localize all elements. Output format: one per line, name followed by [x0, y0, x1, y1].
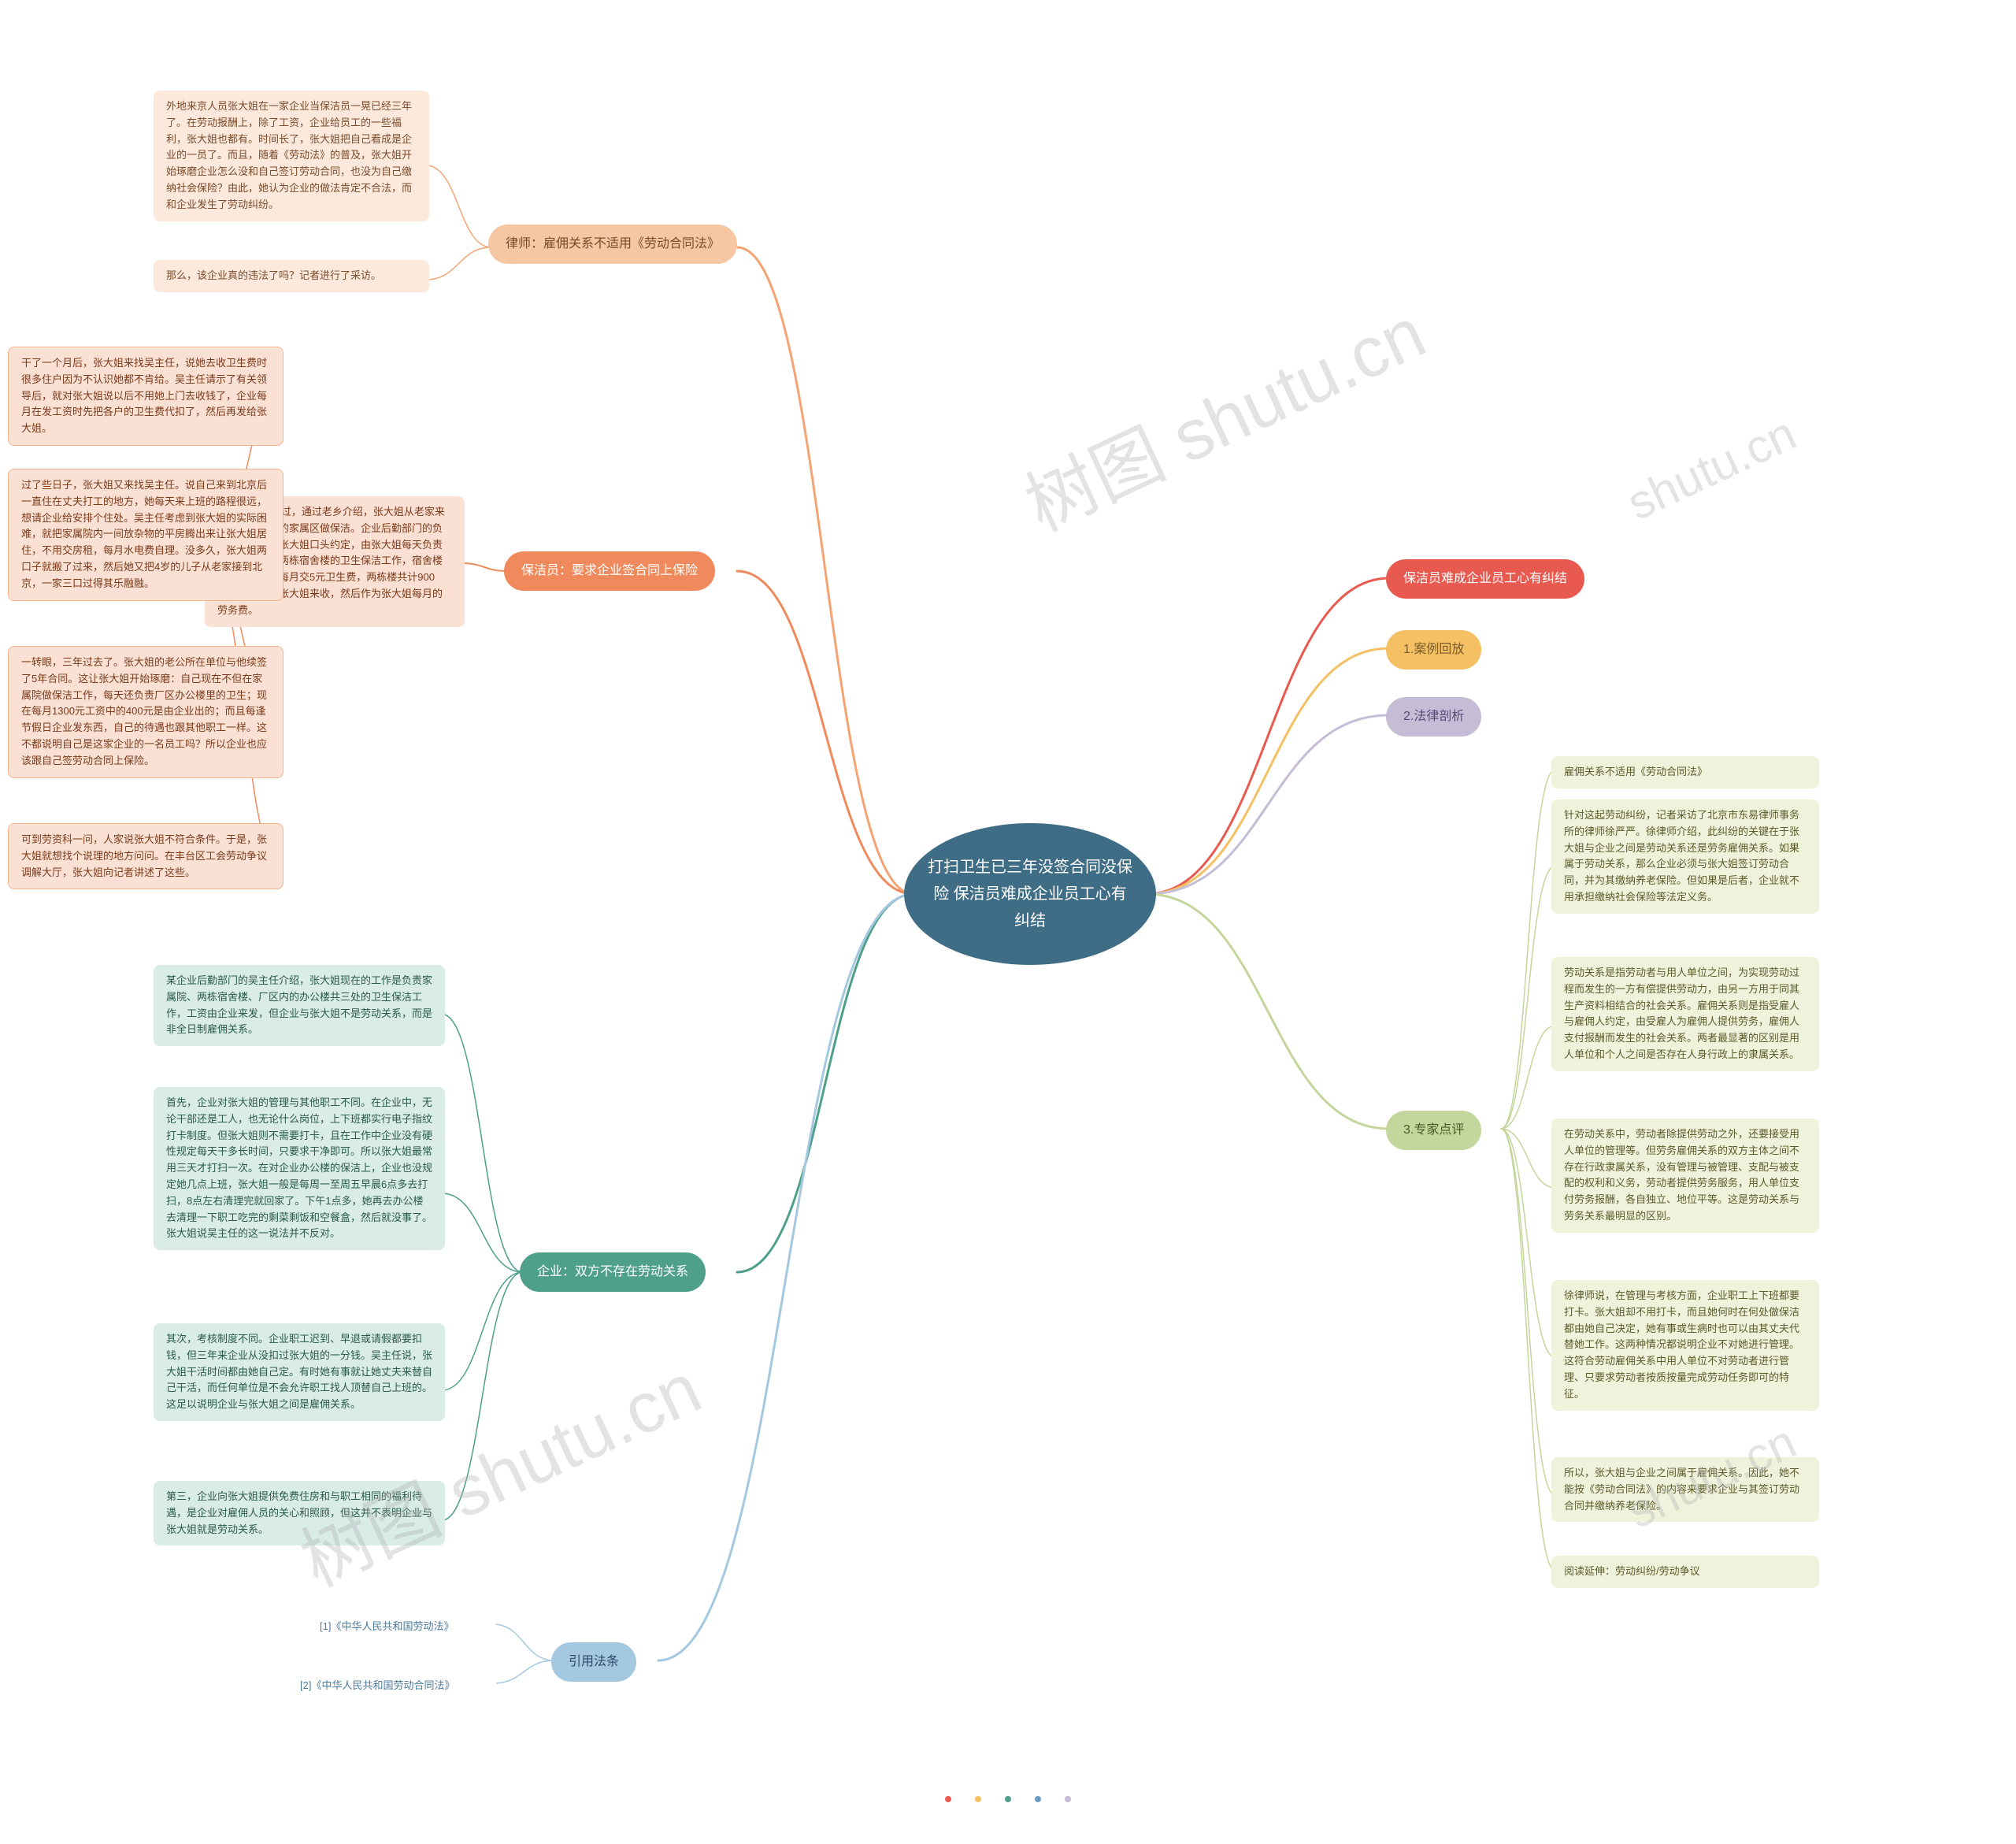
branch-cleaner-leaf-1: 过了些日子，张大姐又来找吴主任。说自己来到北京后一直住在丈夫打工的地方，她每天来…: [8, 469, 284, 601]
branch-r4-leaf-4: 徐律师说，在管理与考核方面，企业职工上下班都要打卡。张大姐却不用打卡，而且她何时…: [1551, 1280, 1819, 1411]
branch-company-leaf-0: 某企业后勤部门的吴主任介绍，张大姐现在的工作是负责家属院、两栋宿舍楼、厂区内的办…: [154, 965, 445, 1046]
branch-cleaner: 保洁员：要求企业签合同上保险: [504, 551, 715, 591]
branch-lawyer-leaf-1: 那么，该企业真的违法了吗？记者进行了采访。: [154, 260, 429, 292]
branch-company-leaf-2: 其次，考核制度不同。企业职工迟到、早退或请假都要扣钱，但三年来企业从没扣过张大姐…: [154, 1323, 445, 1421]
branch-law: 引用法条: [551, 1642, 636, 1682]
watermark: 树图 shutu.cn: [1006, 276, 1439, 551]
footer-dot: [945, 1796, 951, 1802]
branch-lawyer: 律师：雇佣关系不适用《劳动合同法》: [488, 224, 737, 264]
branch-r4-leaf-2: 劳动关系是指劳动者与用人单位之间，为实现劳动过程而发生的一方有偿提供劳动力，由另…: [1551, 957, 1819, 1071]
branch-cleaner-leaf-2: 一转眼，三年过去了。张大姐的老公所在单位与他续签了5年合同。这让张大姐开始琢磨：…: [8, 646, 284, 778]
watermark: shutu.cn: [1619, 406, 1804, 530]
center-node: 打扫卫生已三年没签合同没保险 保洁员难成企业员工心有纠结: [904, 823, 1156, 965]
branch-law-leaf-1: [2]《中华人民共和国劳动合同法》: [287, 1670, 496, 1702]
branch-company-leaf-1: 首先，企业对张大姐的管理与其他职工不同。在企业中，无论干部还是工人，也无论什么岗…: [154, 1087, 445, 1250]
branch-r1: 保洁员难成企业员工心有纠结: [1386, 559, 1584, 599]
footer-dot: [1005, 1796, 1011, 1802]
branch-cleaner-leaf-3: 可到劳资科一问，人家说张大姐不符合条件。于是，张大姐就想找个说理的地方问问。在丰…: [8, 823, 284, 889]
branch-lawyer-leaf-0: 外地来京人员张大姐在一家企业当保洁员一晃已经三年了。在劳动报酬上，除了工资，企业…: [154, 91, 429, 221]
branch-r4-leaf-1: 针对这起劳动纠纷，记者采访了北京市东易律师事务所的律师徐严严。徐律师介绍，此纠纷…: [1551, 800, 1819, 914]
branch-r4-leaf-6: 阅读延伸：劳动纠纷/劳动争议: [1551, 1556, 1819, 1588]
footer-dot: [1065, 1796, 1071, 1802]
footer-dots: [945, 1796, 1071, 1802]
branch-r3: 2.法律剖析: [1386, 697, 1481, 736]
branch-company: 企业：双方不存在劳动关系: [520, 1252, 706, 1292]
branch-r4-leaf-5: 所以，张大姐与企业之间属于雇佣关系。因此，她不能按《劳动合同法》的内容来要求企业…: [1551, 1457, 1819, 1522]
branch-r4-leaf-0: 雇佣关系不适用《劳动合同法》: [1551, 756, 1819, 788]
branch-r2: 1.案例回放: [1386, 630, 1481, 670]
branch-r4: 3.专家点评: [1386, 1111, 1481, 1150]
branch-r4-leaf-3: 在劳动关系中，劳动者除提供劳动之外，还要接受用人单位的管理等。但劳务雇佣关系的双…: [1551, 1119, 1819, 1233]
branch-company-leaf-3: 第三，企业向张大姐提供免费住房和与职工相同的福利待遇，是企业对雇佣人员的关心和照…: [154, 1481, 445, 1545]
branch-law-leaf-0: [1]《中华人民共和国劳动法》: [307, 1611, 496, 1643]
footer-dot: [975, 1796, 981, 1802]
footer-dot: [1035, 1796, 1041, 1802]
branch-cleaner-leaf-0: 干了一个月后，张大姐来找吴主任，说她去收卫生费时很多住户因为不认识她都不肯给。吴…: [8, 347, 284, 446]
